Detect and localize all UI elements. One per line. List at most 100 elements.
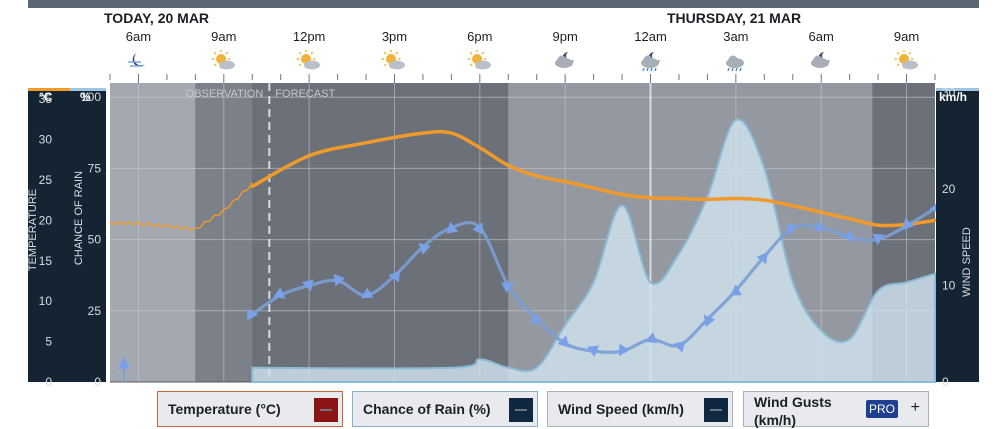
time-label-4: 6pm: [467, 29, 493, 44]
wind-direction-marker: [618, 343, 630, 357]
rain-axis-panel: [70, 90, 106, 382]
cloudy-night-icon: [811, 52, 831, 68]
wind-direction-marker: [673, 340, 686, 353]
temperature-tick-label: 0: [45, 375, 52, 389]
wind-tick-label: 20: [942, 182, 956, 196]
minus-icon: [515, 409, 527, 411]
legend-rain[interactable]: Chance of Rain (%): [352, 391, 538, 427]
wind-axis-panel: [936, 90, 979, 382]
time-label-3: 3pm: [381, 29, 408, 44]
temperature-observation-line: [109, 182, 253, 232]
temperature-forecast-line: [250, 129, 937, 228]
sunny-cloud-icon: [381, 50, 406, 70]
wind-toggle-button[interactable]: [704, 398, 728, 422]
wind-direction-marker: [530, 312, 543, 325]
sunny-cloud-icon-part: [225, 51, 228, 55]
temperature-axis-title: TEMPERATURE: [27, 189, 39, 271]
rain-tick-label: 50: [88, 233, 102, 247]
cloudy-night-icon: [555, 52, 575, 68]
rain-toggle-button[interactable]: [509, 398, 533, 422]
rain-axis-title: CHANCE OF RAIN: [73, 171, 85, 265]
cloudy-night-icon-part: [557, 55, 567, 65]
rain-area: [251, 118, 936, 383]
wind-direction-marker: [756, 251, 768, 265]
night-showers-icon-part: [641, 67, 645, 72]
wind-unit: km/h: [939, 90, 967, 104]
wind-direction-marker: [301, 279, 314, 292]
sunny-cloud-icon: [211, 50, 235, 70]
wind-tick-label: 0: [942, 375, 949, 389]
rain-icon-part: [731, 67, 734, 72]
sunny-cloud-icon-part: [298, 51, 302, 55]
sunny-cloud-icon: [296, 50, 321, 70]
legend-wind[interactable]: Wind Speed (km/h): [547, 391, 733, 427]
temperature-unit: °C: [39, 90, 53, 104]
night-showers-icon: [640, 52, 660, 72]
wind-direction-marker: [388, 270, 400, 283]
sunny-cloud-icon-part: [395, 51, 399, 55]
sunny-cloud-icon-part: [218, 60, 235, 70]
legend-gusts[interactable]: Wind Gusts (km/h) PRO +: [743, 391, 929, 428]
sunny-cloud-icon-part: [384, 51, 388, 55]
wind-direction-marker: [273, 287, 286, 299]
top-bar: [28, 0, 979, 8]
legend-wind-label: Wind Speed (km/h): [558, 401, 684, 417]
wind-axis-accent: [936, 88, 979, 91]
add-gusts-button[interactable]: +: [910, 399, 920, 416]
rain-tick-label: 100: [81, 90, 101, 104]
minus-icon: [320, 409, 332, 411]
rain-icon: [725, 55, 744, 72]
temperature-tick-label: 20: [39, 213, 53, 227]
sunny-cloud-icon-part: [310, 51, 314, 55]
wind-direction-marker: [446, 221, 459, 234]
wind-axis-title: WIND SPEED: [961, 227, 973, 297]
sunny-cloud-icon-part: [304, 60, 321, 70]
temperature-axis-accent: [28, 88, 70, 91]
rain-icon-part: [728, 55, 738, 65]
sunny-cloud-icon-part: [389, 60, 406, 70]
observation-label: OBSERVATION: [186, 88, 264, 100]
temperature-axis-panel: [28, 90, 70, 382]
wind-direction-marker: [786, 223, 799, 235]
sunny-cloud-icon-part: [213, 63, 217, 67]
sunny-cloud-icon-part: [298, 63, 302, 67]
wind-direction-marker: [557, 335, 570, 348]
day-label-today: TODAY, 20 MAR: [104, 10, 210, 26]
time-label-5: 9pm: [552, 29, 578, 44]
wind-direction-marker: [814, 220, 827, 232]
wind-tick-label: 10: [942, 279, 956, 293]
sunny-cloud-icon-part: [469, 63, 473, 67]
temperature-tick-label: 25: [39, 173, 53, 187]
temperature-tick-label: 35: [39, 92, 53, 106]
night-showers-icon-part: [645, 67, 649, 72]
wind-direction-marker: [247, 308, 259, 321]
wind-direction-marker: [841, 229, 853, 243]
wind-direction-marker: [902, 218, 915, 231]
clear-night-windy-icon-part: [133, 53, 146, 67]
rain-tick-label: 75: [88, 161, 102, 175]
sunny-cloud-icon: [467, 50, 491, 70]
forecast-day-band: [252, 83, 509, 382]
legend-temperature[interactable]: Temperature (°C): [157, 391, 343, 427]
time-label-9: 9am: [893, 29, 920, 44]
wind-direction-marker: [587, 345, 600, 358]
temperature-tick-label: 15: [39, 254, 53, 268]
legend-temperature-label: Temperature (°C): [168, 401, 281, 417]
rain-unit: %: [80, 90, 91, 104]
sunny-cloud-icon-part: [481, 51, 485, 55]
wind-direction-marker: [333, 273, 345, 287]
temperature-toggle-button[interactable]: [314, 398, 338, 422]
temperature-tick-label: 10: [39, 294, 53, 308]
sun-showers-icon-part: [908, 51, 911, 55]
rain-tick-label: 0: [94, 375, 101, 389]
time-label-2: 12pm: [292, 29, 326, 44]
wind-direction-marker: [501, 282, 514, 294]
wind-direction-marker: [703, 314, 716, 327]
wind-direction-marker: [418, 242, 431, 255]
sunny-cloud-icon-part: [469, 51, 473, 55]
time-label-7: 3am: [723, 29, 749, 44]
wind-direction-marker: [472, 222, 484, 235]
sun-showers-icon-part: [896, 63, 900, 67]
temperature-tick-label: 30: [39, 133, 53, 147]
